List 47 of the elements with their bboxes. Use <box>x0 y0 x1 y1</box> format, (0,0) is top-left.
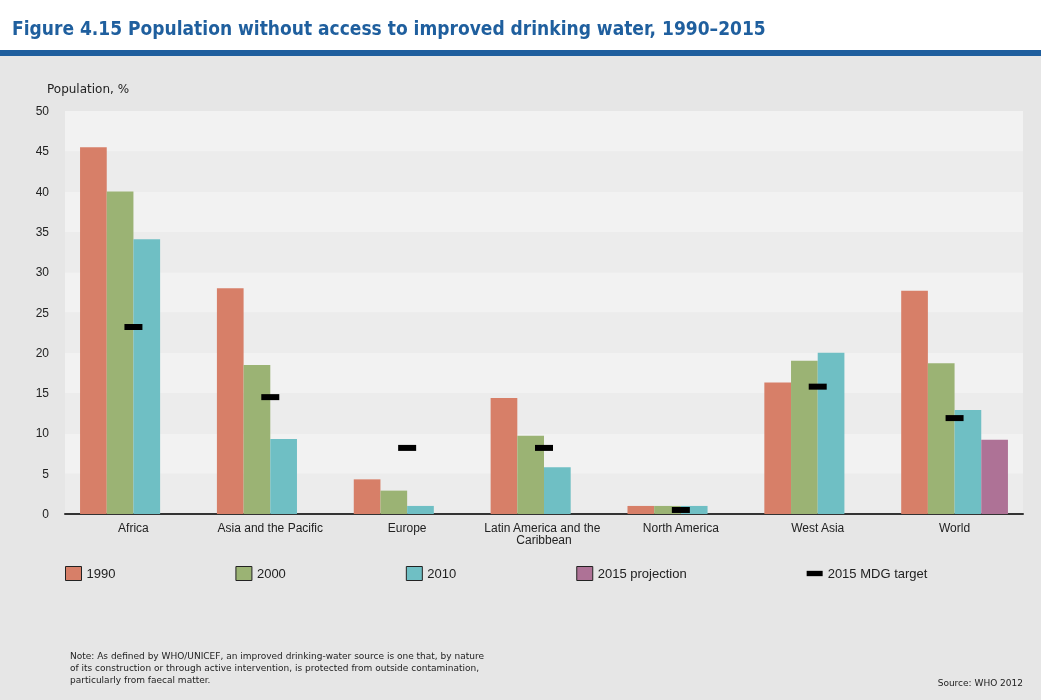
y-tick-label: 15 <box>35 386 50 401</box>
y-tick-label: 0 <box>42 507 50 521</box>
y-tick-label: 20 <box>35 345 50 360</box>
x-tick-label: World <box>939 521 971 535</box>
bar <box>764 382 792 514</box>
bar <box>627 505 655 514</box>
bar <box>80 147 107 514</box>
y-tick-label: 45 <box>35 144 50 159</box>
y-tick-label: 25 <box>35 305 50 320</box>
bar <box>981 439 1008 514</box>
bar <box>927 363 955 514</box>
bar <box>243 364 271 514</box>
legend-label: 2015 MDG target <box>827 566 928 581</box>
x-tick-label: Latin America and the Caribbean <box>484 521 604 547</box>
y-tick-label: 35 <box>35 224 50 239</box>
bar <box>490 397 518 514</box>
bar <box>353 479 381 514</box>
text: Note: As defined by WHO/UNICEF, an improved drinking-water source is one that, by nature of its construction or through active intervention, is protected from outside contamination, particularly from faecal matter. <box>70 650 485 686</box>
x-tick-label: Asia and the Pacific <box>217 521 323 535</box>
y-tick-label: 10 <box>35 426 50 441</box>
bar <box>106 191 134 514</box>
bar <box>133 239 161 514</box>
bar <box>270 439 297 514</box>
source-note: Source: WHO 2012 <box>937 678 1023 688</box>
x-tick-label: West Asia <box>791 521 845 535</box>
x-tick-label: Africa <box>118 521 150 535</box>
legend-label: 2000 <box>256 566 286 581</box>
bar <box>817 352 845 514</box>
x-tick-label: North America <box>642 521 720 535</box>
bar <box>517 435 544 514</box>
bar <box>791 360 818 514</box>
bar <box>954 410 982 514</box>
chart-title: Figure 4.15 Population without access to improved drinking water, 1990–2015 <box>0 0 1041 56</box>
y-tick-label: 50 <box>35 104 50 118</box>
x-tick-label: Europe <box>387 521 427 535</box>
bar <box>216 288 244 514</box>
bar <box>544 467 571 514</box>
y-tick-label: 30 <box>35 265 50 280</box>
y-tick-label: 5 <box>42 466 50 481</box>
y-axis-title: Population, % <box>47 82 130 96</box>
bar <box>407 505 434 514</box>
legend-label: 2010 <box>427 566 457 581</box>
bar <box>380 490 408 514</box>
bar <box>901 290 928 514</box>
legend-label: 1990 <box>86 566 116 581</box>
legend-label: 2015 projection <box>597 566 687 581</box>
y-tick-label: 40 <box>35 184 50 199</box>
